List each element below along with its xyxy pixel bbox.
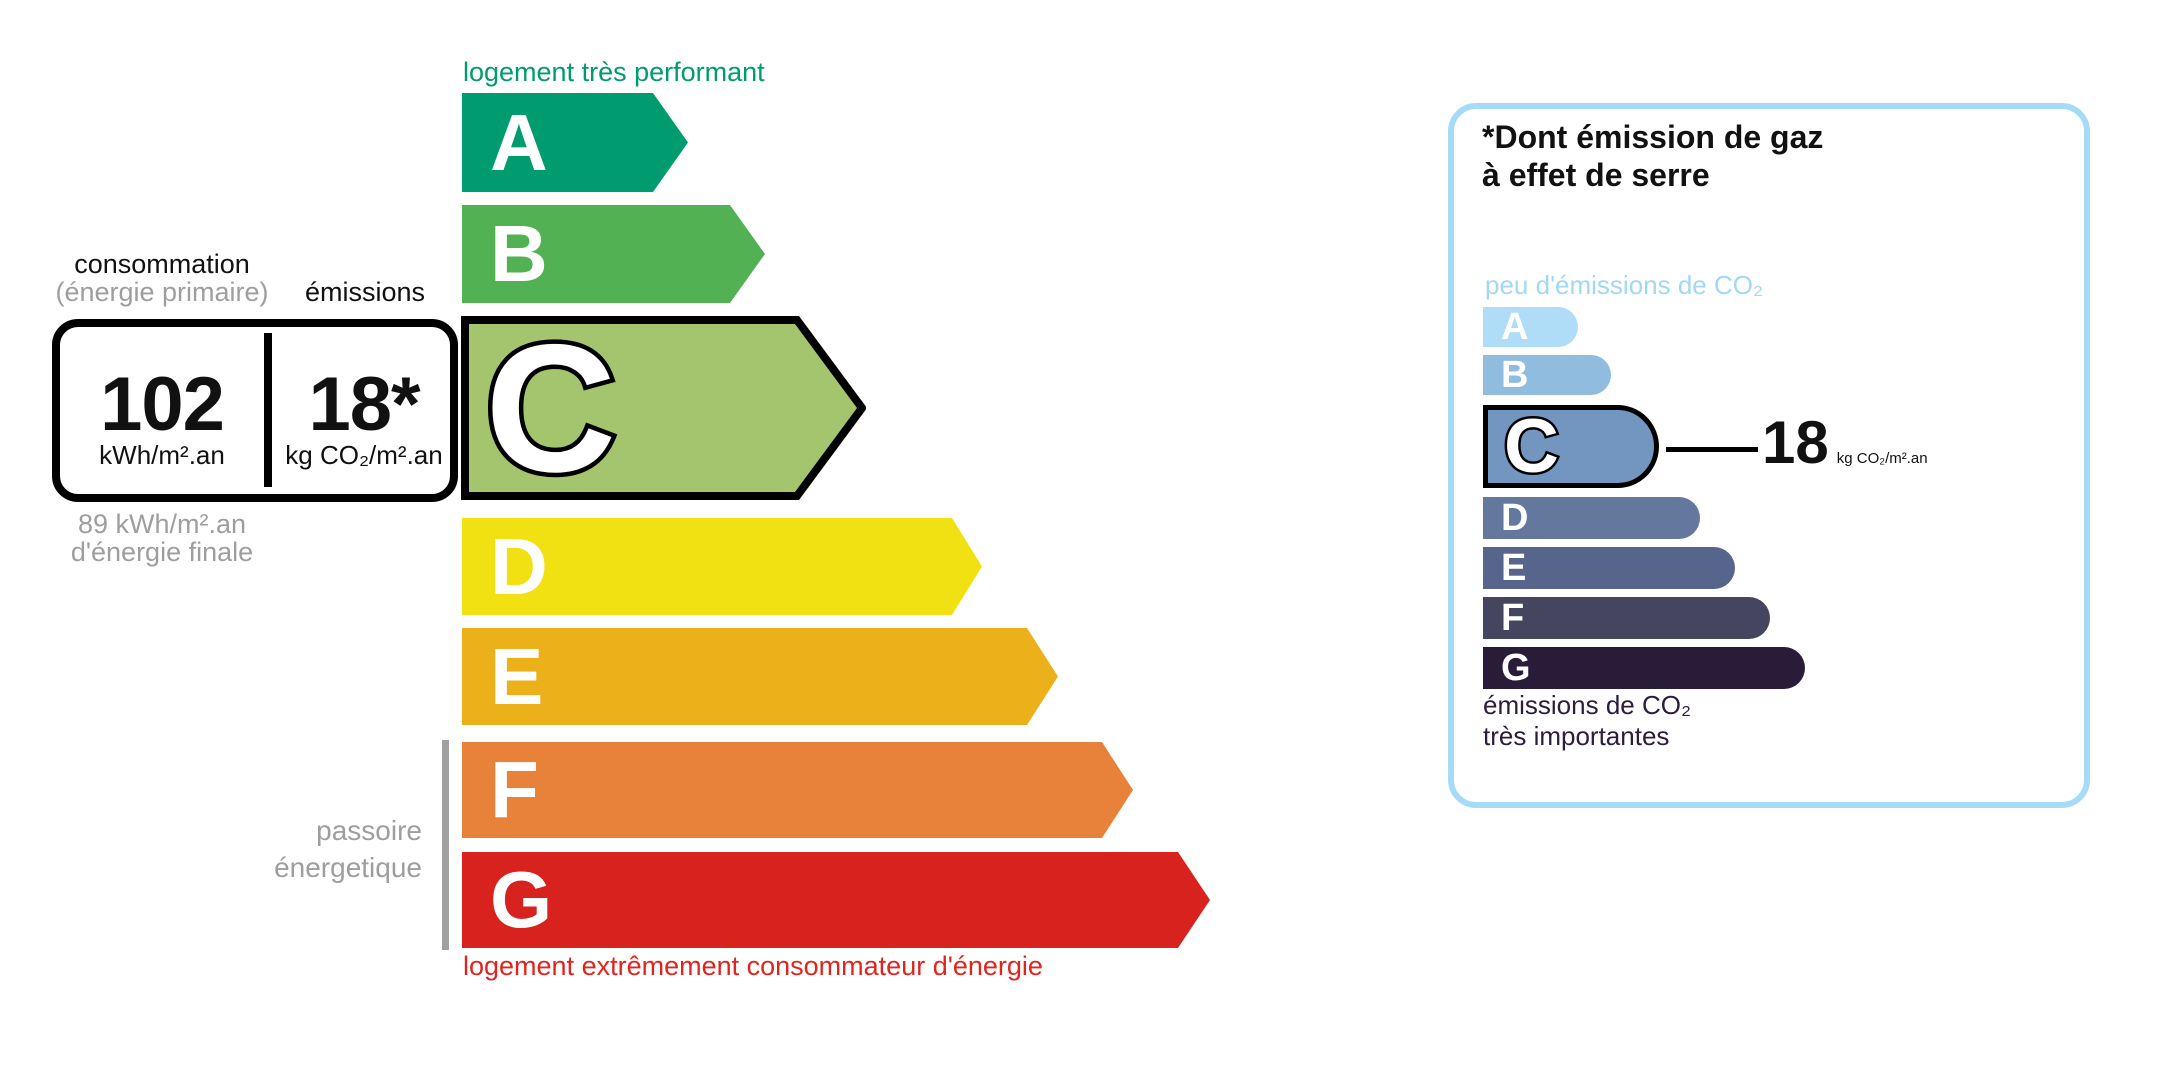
energy-class-letter: F [490, 745, 539, 834]
consumption-header: consommation [74, 249, 250, 279]
passoire-line2: énergetique [274, 852, 422, 883]
co2-class-letter: E [1501, 547, 1527, 589]
co2-bottom-caption: émissions de CO₂ très importantes [1483, 690, 1691, 752]
co2-panel-title-line1: *Dont émission de gaz [1482, 119, 1824, 155]
co2-class-bar-c-selected: C [1483, 405, 1659, 488]
co2-bottom-caption-line1: émissions de CO₂ [1483, 690, 1692, 720]
co2-panel-title-line2: à effet de serre [1482, 157, 1710, 193]
energy-class-letter: C [480, 306, 620, 510]
consumption-value-block: 102 kWh/m².an [60, 362, 264, 471]
selected-arrow-shape [461, 316, 867, 500]
rating-box [52, 319, 458, 502]
co2-class-bar-b: B [1483, 355, 1611, 395]
co2-callout: 18 kg CO₂/m².an [1762, 412, 1928, 474]
emissions-header: émissions [304, 277, 426, 307]
energy-class-letter: B [490, 209, 548, 298]
co2-panel-title: *Dont émission de gaz à effet de serre [1482, 118, 1823, 194]
co2-class-letter: D [1501, 497, 1529, 539]
passoire-line1: passoire [316, 815, 422, 846]
co2-callout-value: 18 [1762, 409, 1829, 476]
co2-class-letter: F [1501, 597, 1525, 639]
energy-class-letter: G [490, 855, 553, 944]
consumption-value: 102 [100, 362, 225, 447]
top-caption: logement très performant [463, 57, 765, 87]
consumption-subheader: (énergie primaire) [55, 277, 269, 307]
co2-callout-line [1666, 447, 1758, 452]
energy-class-bar-e: E [462, 628, 1058, 725]
co2-class-letter: G [1501, 647, 1531, 689]
co2-callout-unit: kg CO₂/m².an [1836, 450, 1928, 467]
energy-class-letter: E [490, 631, 544, 721]
final-energy-line2: d'énergie finale [70, 537, 254, 567]
energy-class-bar-c-selected: C [461, 306, 867, 510]
co2-class-bar-a: A [1483, 307, 1578, 347]
co2-class-bar-f: F [1483, 597, 1770, 639]
co2-class-bar-d: D [1483, 497, 1700, 539]
energy-class-bar-b: B [462, 205, 765, 303]
co2-bottom-caption-line2: très importantes [1483, 721, 1670, 751]
co2-class-bar-e: E [1483, 547, 1735, 589]
co2-class-letter: B [1501, 354, 1529, 396]
final-energy-note: 89 kWh/m².an d'énergie finale [52, 510, 272, 566]
emissions-value: 18* [308, 362, 420, 447]
emissions-unit: kg CO₂/m².an [285, 440, 443, 470]
co2-class-letter: A [1501, 306, 1529, 348]
rating-box-divider [264, 333, 272, 487]
energy-class-letter: D [490, 521, 548, 611]
passoire-note: passoire énergetique [206, 812, 422, 886]
energy-class-bar-a: A [462, 93, 688, 192]
emissions-value-block: 18* kg CO₂/m².an [276, 362, 452, 471]
co2-top-caption: peu d'émissions de CO₂ [1485, 270, 1764, 300]
energy-class-bar-f: F [462, 742, 1133, 838]
energy-class-bar-d: D [462, 518, 982, 615]
co2-class-bar-g: G [1483, 647, 1805, 689]
final-energy-line1: 89 kWh/m².an [77, 509, 247, 539]
consumption-unit: kWh/m².an [99, 440, 225, 470]
co2-class-letter: C [1502, 403, 1562, 489]
bottom-caption: logement extrêmement consommateur d'éner… [463, 951, 1043, 981]
energy-class-bar-g: G [462, 852, 1210, 948]
passoire-rule [442, 740, 449, 950]
energy-class-letter: A [490, 97, 548, 187]
